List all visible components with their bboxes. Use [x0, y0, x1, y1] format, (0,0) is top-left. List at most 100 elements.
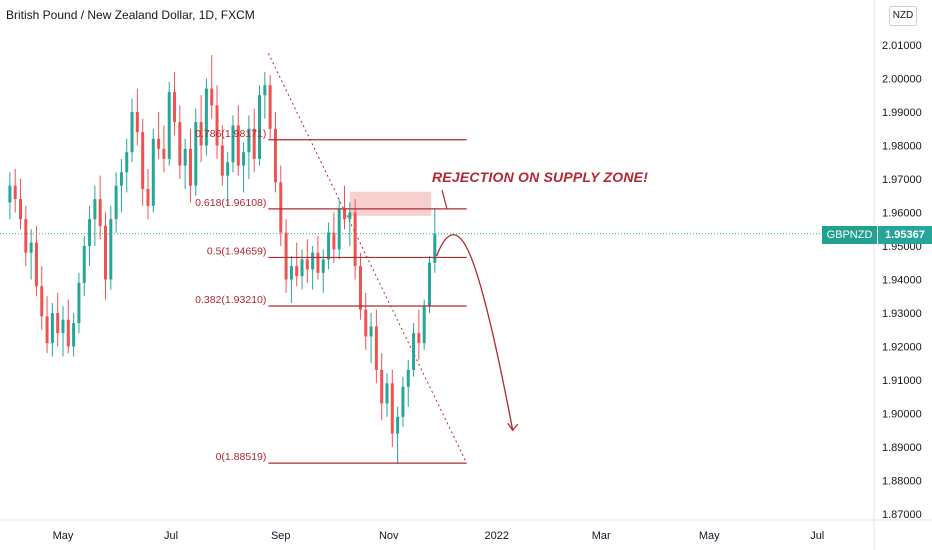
candle-body — [396, 416, 400, 434]
candle-body — [242, 152, 246, 166]
trendline — [267, 53, 468, 464]
x-tick-label: Jul — [164, 530, 178, 542]
candle-body — [353, 212, 357, 267]
candle-body — [358, 266, 362, 310]
candle-body — [162, 148, 166, 159]
candle-body — [119, 172, 123, 186]
currency-button[interactable]: NZD — [889, 6, 917, 26]
candle-body — [284, 232, 288, 280]
x-tick-label: 2022 — [485, 530, 509, 542]
last-price-tag: 1.95367 — [878, 226, 932, 244]
y-tick-label: 1.97000 — [882, 174, 922, 186]
candle-body — [258, 95, 262, 159]
candle-body — [337, 209, 341, 250]
candle-body — [412, 333, 416, 370]
candle-body — [141, 132, 145, 190]
candle-body — [204, 88, 208, 146]
y-tick-label: 1.94000 — [882, 275, 922, 287]
candle-body — [406, 369, 410, 387]
candle-body — [34, 242, 38, 287]
candle-body — [98, 199, 102, 226]
candle-body — [130, 112, 134, 153]
y-tick-label: 1.88000 — [882, 476, 922, 488]
candle-body — [157, 138, 161, 149]
candle-body — [146, 189, 150, 206]
candle-body — [88, 219, 92, 246]
chart-title: British Pound / New Zealand Dollar, 1D, … — [6, 8, 255, 22]
candle-body — [401, 386, 405, 417]
candle-body — [135, 112, 139, 133]
x-tick-label: Nov — [379, 530, 399, 542]
candle-body — [50, 313, 54, 344]
y-tick-label: 1.90000 — [882, 409, 922, 421]
candle-body — [173, 91, 177, 123]
candle-body — [316, 252, 320, 273]
candle-body — [103, 225, 107, 280]
candle-body — [77, 282, 81, 324]
candle-body — [109, 219, 113, 280]
supply-zone — [349, 191, 432, 216]
candle-body — [332, 232, 336, 250]
candle-body — [263, 85, 267, 96]
candle-body — [61, 319, 65, 334]
candle-body — [45, 316, 49, 344]
candle-body — [199, 122, 203, 146]
fib-level-label: 0.382(1.93210) — [195, 294, 266, 306]
candle-body — [194, 122, 198, 186]
y-axis[interactable]: 2.01000 2.00000 1.99000 1.98000 1.97000 1.960… — [873, 0, 922, 550]
supply-zone-rect — [349, 191, 432, 216]
candle-body — [295, 266, 299, 277]
candle-body — [364, 309, 368, 337]
projection-arrowhead — [507, 422, 519, 432]
symbol-price-tag: GBPNZD — [822, 226, 877, 244]
y-tick-label: 1.93000 — [882, 308, 922, 320]
candle-body — [226, 162, 230, 176]
candle-body — [24, 219, 28, 253]
candle-body — [390, 383, 394, 434]
candles — [8, 55, 437, 464]
candle-body — [305, 259, 309, 270]
y-tick-label: 1.92000 — [882, 342, 922, 354]
x-tick-label: Jul — [810, 530, 824, 542]
x-axis[interactable]: May Jul Sep Nov 2022 Mar May Jul — [0, 519, 932, 542]
candle-body — [369, 326, 373, 337]
candle-body — [374, 326, 378, 370]
candle-body — [300, 259, 304, 277]
x-tick-label: May — [53, 530, 74, 542]
y-tick-label: 1.98000 — [882, 141, 922, 153]
annotation-pointer — [441, 189, 448, 210]
candle-body — [220, 145, 224, 176]
candle-body — [321, 259, 325, 273]
candle-body — [417, 333, 421, 344]
fib-level-label: 0.786(1.98171) — [195, 128, 266, 140]
candle-body — [385, 383, 389, 404]
annotation-text: REJECTION ON SUPPLY ZONE! — [432, 169, 649, 185]
candle-body — [311, 252, 315, 270]
candle-body — [66, 319, 70, 347]
y-tick-label: 2.01000 — [882, 40, 922, 52]
candle-body — [13, 185, 17, 200]
candle-body — [348, 212, 352, 220]
candle-body — [343, 209, 347, 220]
x-tick-label: Sep — [271, 530, 291, 542]
candle-body — [72, 323, 76, 347]
fib-level-label: 0.618(1.96108) — [195, 197, 266, 209]
candle-body — [114, 185, 118, 220]
candle-body — [247, 128, 251, 153]
candle-body — [167, 91, 171, 159]
y-tick-label: 1.87000 — [882, 509, 922, 521]
candle-body — [183, 148, 187, 166]
x-tick-label: May — [699, 530, 720, 542]
projection-arrow — [435, 189, 519, 432]
y-tick-label: 1.99000 — [882, 107, 922, 119]
candle-body — [268, 85, 272, 129]
candle-body — [40, 286, 44, 317]
candle-body — [273, 128, 277, 183]
candle-body — [29, 242, 33, 253]
y-tick-label: 1.89000 — [882, 442, 922, 454]
candle-body — [125, 152, 129, 173]
candle-body — [188, 148, 192, 186]
candle-body — [427, 262, 431, 307]
